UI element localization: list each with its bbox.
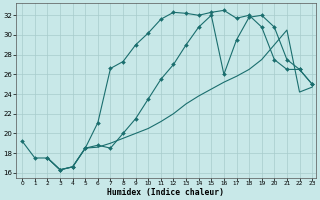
X-axis label: Humidex (Indice chaleur): Humidex (Indice chaleur): [108, 188, 224, 197]
